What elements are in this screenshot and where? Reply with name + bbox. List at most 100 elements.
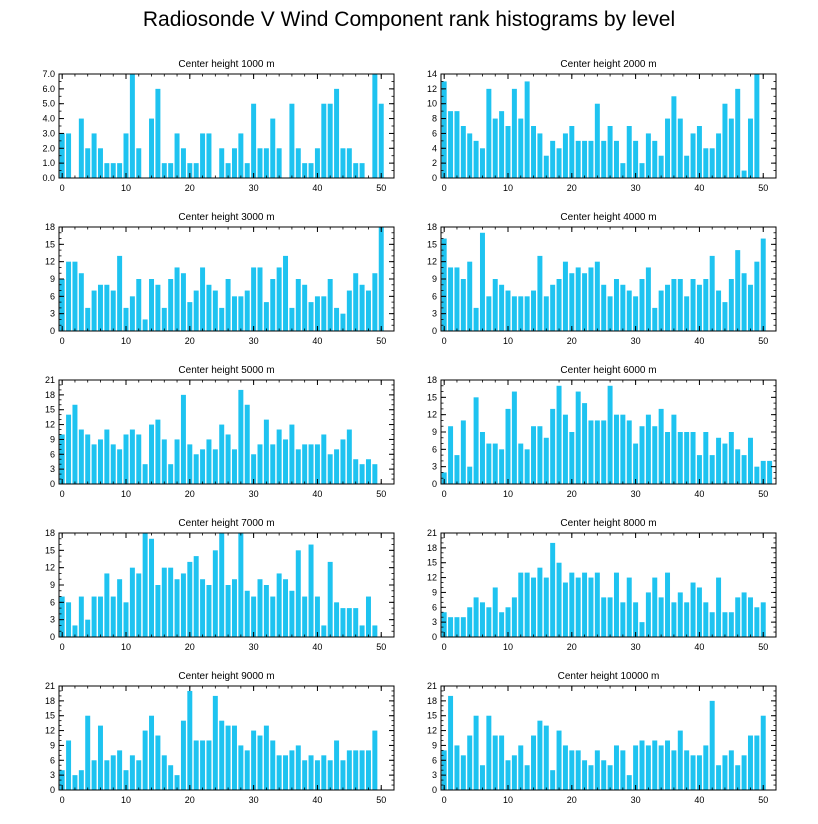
panel-title: Center height 9000 m [178, 671, 274, 682]
x-tick-label: 30 [249, 642, 259, 652]
histogram-bar [334, 88, 340, 178]
histogram-bar [200, 579, 206, 637]
histogram-bar [645, 745, 651, 790]
histogram-bar [302, 163, 308, 178]
x-tick-label: 30 [249, 336, 259, 346]
x-tick-label: 0 [442, 795, 447, 805]
histogram-bar [276, 148, 282, 178]
histogram-bar [219, 307, 225, 331]
histogram-bar [193, 163, 199, 178]
histogram-bar [588, 267, 594, 331]
histogram-bar [562, 745, 568, 790]
histogram-bar [511, 597, 517, 637]
histogram-bar [479, 232, 485, 331]
histogram-bar [473, 597, 479, 637]
histogram-bar [524, 765, 530, 790]
y-tick-label: 6 [432, 128, 437, 138]
histogram-bar [531, 290, 537, 331]
histogram-bar [104, 760, 110, 790]
histogram-bar [270, 118, 276, 178]
histogram-bar [684, 155, 690, 178]
panel-title: Center height 2000 m [560, 59, 656, 70]
histogram-bar [276, 429, 282, 484]
histogram-panel: Center height 10000 m 0 3 6 9 12 15 18 21 0 10 20 30… [427, 671, 777, 805]
histogram-bar [575, 267, 581, 331]
x-tick-label: 10 [121, 183, 131, 193]
histogram-bar [378, 227, 384, 331]
histogram-bar [314, 760, 320, 790]
histogram-bar [110, 290, 116, 331]
histogram-bar [722, 755, 728, 790]
histogram-bar [219, 148, 225, 178]
y-tick-label: 3 [432, 617, 437, 627]
x-tick-label: 20 [567, 642, 577, 652]
y-tick-label: 15 [427, 711, 437, 721]
histogram-bar [359, 284, 365, 331]
histogram-bar [97, 725, 103, 790]
y-tick-label: 21 [427, 681, 437, 691]
histogram-bar [441, 238, 447, 331]
histogram-bar [257, 444, 263, 484]
y-tick-label: 8 [432, 114, 437, 124]
histogram-bar [257, 579, 263, 637]
histogram-bar [531, 426, 537, 484]
histogram-bar [671, 279, 677, 331]
histogram-panel: Center height 5000 m 0 3 6 9 12 15 18 21 0 10 20 30 4… [45, 365, 395, 499]
histogram-bar [372, 625, 378, 637]
histogram-bar [180, 720, 186, 790]
histogram-bar [334, 307, 340, 331]
histogram-bar [123, 770, 129, 790]
histogram-bar [85, 619, 91, 637]
histogram-bar [251, 730, 257, 790]
histogram-bar [735, 88, 741, 178]
histogram-bar [588, 765, 594, 790]
histogram-bar [658, 745, 664, 790]
histogram-bar [340, 760, 346, 790]
histogram-bar [722, 612, 728, 637]
histogram-bar [620, 284, 626, 331]
histogram-bar [524, 81, 530, 178]
plot-frame [440, 685, 777, 791]
histogram-bar [556, 385, 562, 484]
histogram-bar [174, 133, 180, 178]
histogram-bar [321, 103, 327, 178]
histogram-bar [129, 74, 135, 178]
y-tick-label: 6 [50, 291, 55, 301]
histogram-bar [59, 133, 65, 178]
histogram-bar [270, 740, 276, 790]
histogram-bar [728, 432, 734, 484]
panel-title: Center height 4000 m [560, 212, 656, 223]
y-tick-label: 0 [50, 326, 55, 336]
histogram-bar [155, 284, 161, 331]
histogram-bar [562, 261, 568, 331]
histogram-bar [123, 434, 129, 484]
histogram-bar [334, 449, 340, 484]
histogram-bar [212, 290, 218, 331]
histogram-bar [302, 284, 308, 331]
x-tick-label: 40 [694, 336, 704, 346]
histogram-bar [505, 290, 511, 331]
histogram-bar [225, 725, 231, 790]
y-tick-label: 9 [432, 740, 437, 750]
histogram-bar [575, 577, 581, 637]
y-tick-label: 6 [50, 449, 55, 459]
histogram-bar [511, 391, 517, 484]
histogram-bar [652, 740, 658, 790]
histogram-bar [709, 148, 715, 178]
histogram-bar [531, 126, 537, 178]
histogram-bar [155, 88, 161, 178]
histogram-bar [441, 750, 447, 790]
histogram-bar [308, 444, 314, 484]
x-tick-label: 0 [442, 336, 447, 346]
histogram-bar [200, 449, 206, 484]
histogram-bar [308, 302, 314, 331]
histogram-bar [302, 760, 308, 790]
x-tick-label: 40 [312, 795, 322, 805]
histogram-bar [633, 140, 639, 178]
histogram-bar [206, 133, 212, 178]
histogram-bar [314, 596, 320, 637]
histogram-bar [59, 596, 65, 637]
histogram-bar [155, 585, 161, 637]
histogram-bar [703, 148, 709, 178]
histogram-bar [658, 408, 664, 484]
